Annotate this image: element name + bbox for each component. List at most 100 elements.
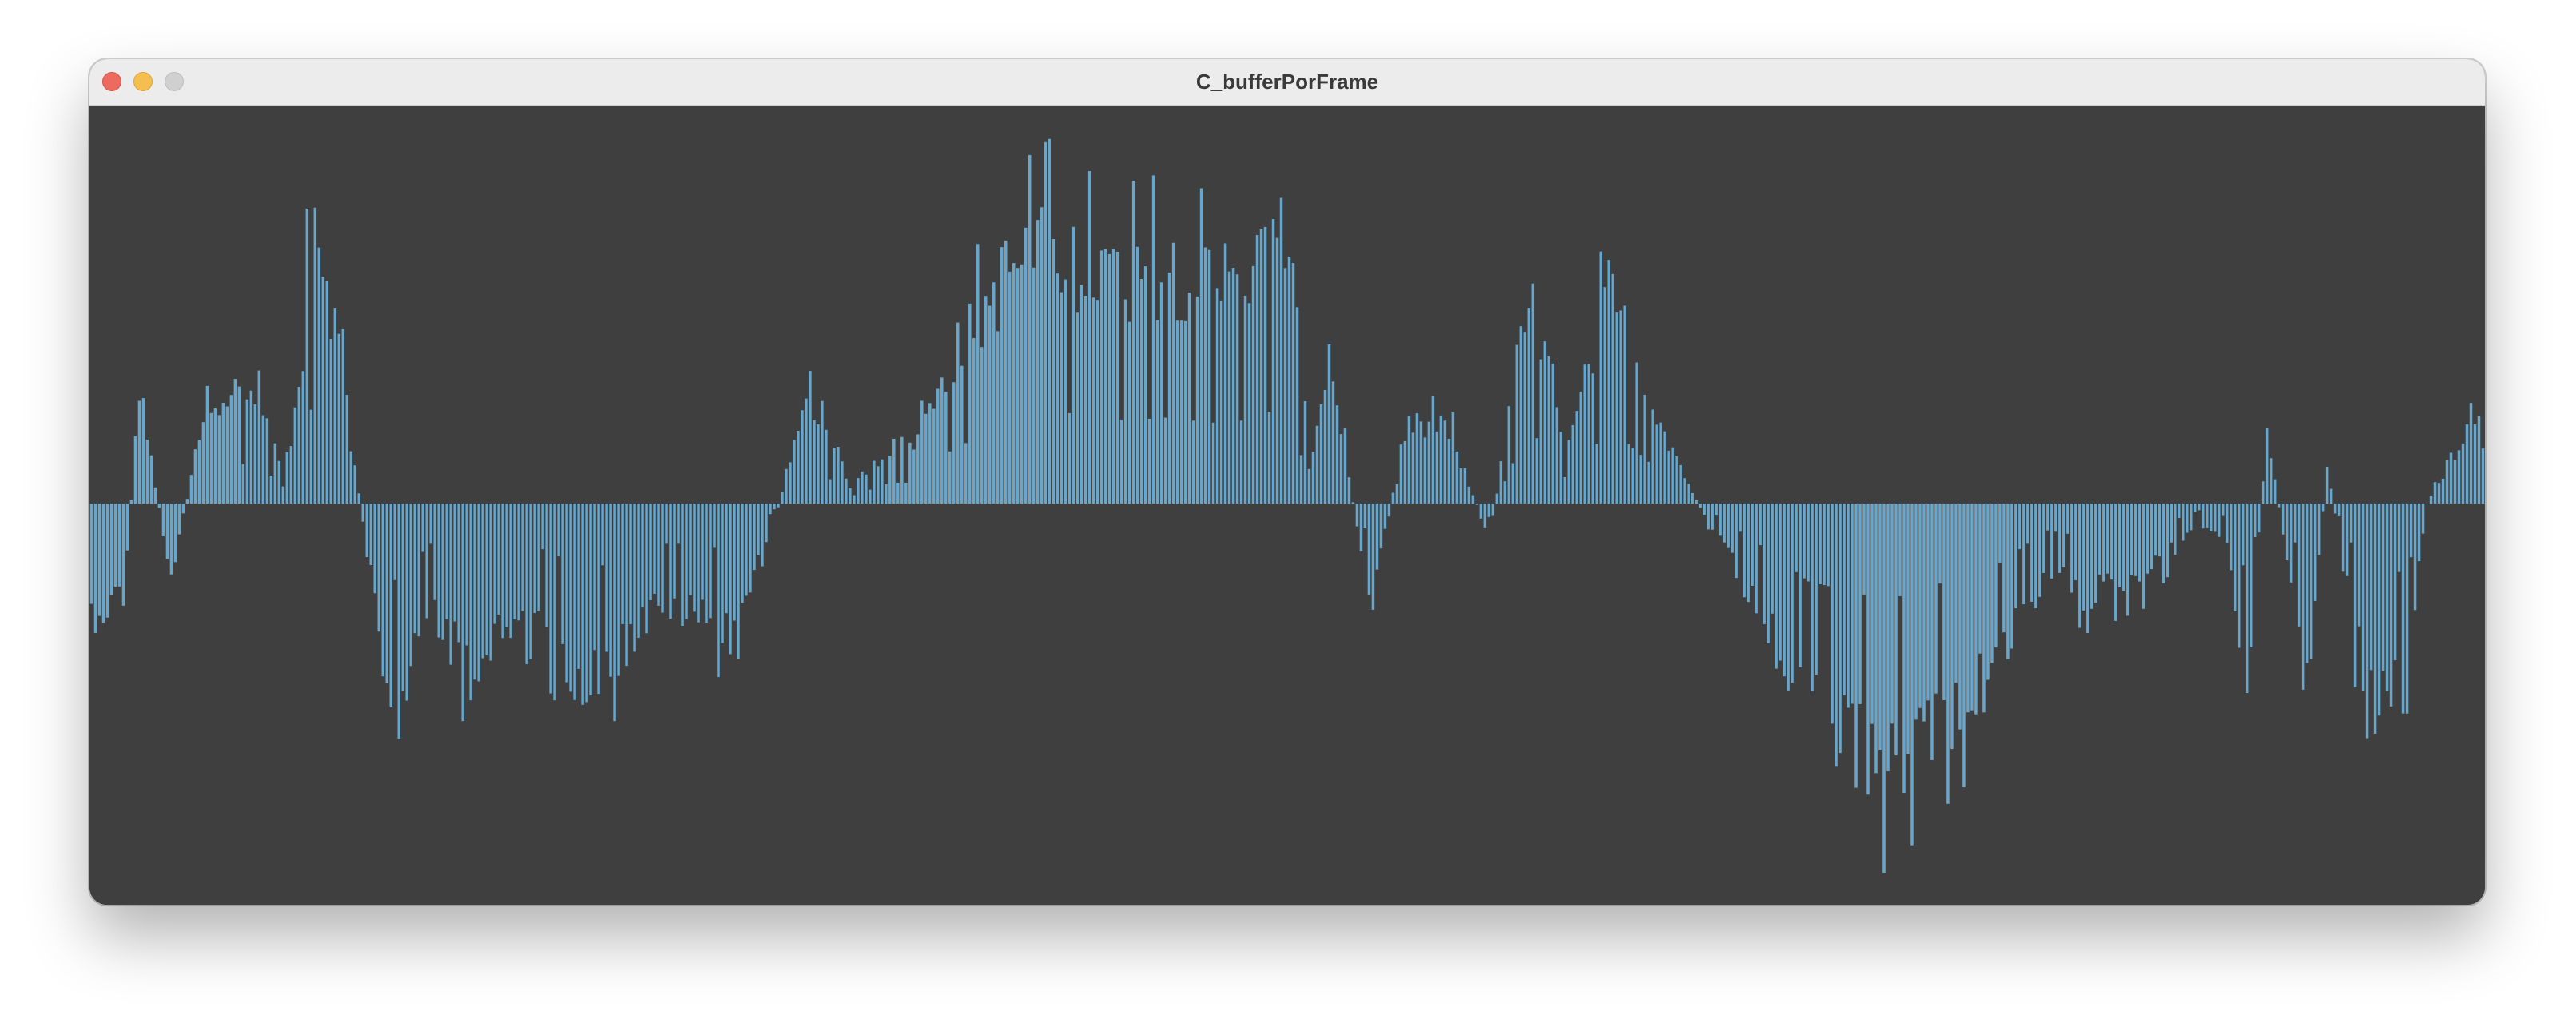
waveform-bar <box>1934 504 1938 694</box>
waveform-bar <box>1315 425 1319 504</box>
waveform-bar <box>2106 504 2109 574</box>
waveform-bar <box>469 504 472 701</box>
waveform-bar <box>1199 188 1203 504</box>
waveform-bar <box>1455 451 1459 504</box>
waveform-bar <box>2233 504 2237 611</box>
waveform-bar <box>2481 448 2485 504</box>
waveform-bar <box>113 504 117 587</box>
waveform-bar <box>2405 504 2409 714</box>
waveform-bar <box>904 482 908 504</box>
waveform-bar <box>1619 310 1622 504</box>
waveform-bar <box>641 504 644 608</box>
zoom-button[interactable] <box>165 72 184 91</box>
waveform-bar <box>713 504 716 548</box>
waveform-bar <box>1391 492 1395 504</box>
waveform-bar <box>1087 171 1091 504</box>
waveform-bar <box>1699 504 1702 508</box>
waveform-bar <box>541 504 544 550</box>
waveform-bar <box>1343 428 1347 504</box>
waveform-bar <box>1835 504 1838 767</box>
waveform-bar <box>1759 504 1762 546</box>
waveform-bar <box>445 504 448 619</box>
waveform-bar <box>717 504 720 678</box>
waveform-bar <box>385 504 388 683</box>
waveform-bar <box>2138 504 2141 582</box>
waveform-bar <box>1004 240 1008 504</box>
waveform-bar <box>1251 265 1255 504</box>
waveform-bar <box>105 504 109 618</box>
waveform-bar <box>1275 237 1279 504</box>
waveform-bar <box>2086 504 2089 633</box>
waveform-bar <box>1463 468 1467 504</box>
waveform-bar <box>1028 154 1032 504</box>
waveform-bar <box>1751 504 1754 586</box>
waveform-bar <box>2369 504 2373 671</box>
title-bar[interactable]: C_bufferPorFrame <box>89 59 2485 106</box>
waveform-bar <box>2357 504 2361 627</box>
waveform-bar <box>1946 504 1950 804</box>
waveform-bar <box>2289 504 2293 583</box>
waveform-bar <box>1922 504 1926 722</box>
waveform-bar <box>705 504 708 623</box>
waveform-bar <box>377 504 381 632</box>
waveform-bar <box>1990 504 1994 663</box>
waveform-bar <box>1803 504 1806 579</box>
waveform-bar <box>2457 450 2461 504</box>
waveform-bar <box>1823 504 1826 586</box>
waveform-bar <box>2130 504 2133 576</box>
waveform-bar <box>237 386 241 504</box>
waveform-bar <box>1167 273 1171 504</box>
waveform-bar <box>1291 263 1295 504</box>
waveform-bar <box>201 422 205 504</box>
waveform-bar <box>549 504 552 694</box>
waveform-bar <box>1663 431 1666 504</box>
waveform-bar <box>2309 504 2313 659</box>
waveform-bar <box>908 442 912 504</box>
waveform-bar <box>1854 504 1858 788</box>
minimize-button[interactable] <box>133 72 153 91</box>
waveform-bar <box>1515 344 1519 504</box>
waveform-bar <box>1563 476 1567 504</box>
waveform-bar <box>1127 321 1131 504</box>
waveform-bar <box>2062 504 2065 567</box>
waveform-bar <box>2277 504 2281 508</box>
waveform-bar <box>2389 504 2393 707</box>
waveform-bar <box>753 504 756 571</box>
waveform-bar <box>841 461 844 504</box>
waveform-bar <box>1319 404 1323 504</box>
waveform-bar <box>1095 300 1099 504</box>
waveform-bar <box>1906 504 1910 754</box>
waveform-bar <box>165 504 169 559</box>
waveform-bar <box>1543 341 1547 504</box>
waveform-bar <box>665 504 668 544</box>
waveform-bar <box>2122 504 2125 591</box>
waveform-bar <box>1902 504 1906 794</box>
waveform-bar <box>1279 197 1283 504</box>
waveform-bar <box>1930 504 1934 760</box>
waveform-bar <box>1339 434 1343 504</box>
waveform-bar <box>109 504 113 595</box>
waveform-bar <box>2345 504 2349 576</box>
waveform-bar <box>581 504 584 705</box>
waveform-bar <box>685 504 688 619</box>
waveform-bar <box>2186 504 2189 533</box>
waveform-bar <box>865 474 868 504</box>
waveform-bar <box>277 460 281 504</box>
waveform-bar <box>972 338 976 504</box>
close-button[interactable] <box>102 72 121 91</box>
waveform-bar <box>1223 243 1227 504</box>
waveform-bar <box>177 504 181 535</box>
waveform-bar <box>2050 504 2053 579</box>
waveform-bar <box>681 504 684 626</box>
waveform-bar <box>1691 492 1694 504</box>
waveform-bar <box>1271 219 1275 504</box>
waveform-bar <box>1459 468 1463 504</box>
waveform-bar <box>2333 504 2337 514</box>
waveform-bar <box>2393 504 2397 661</box>
waveform-bar <box>413 504 416 634</box>
waveform-bar <box>1059 292 1063 504</box>
waveform-bar <box>661 504 664 613</box>
waveform-bar <box>1683 478 1686 504</box>
waveform-bar <box>2469 403 2473 504</box>
waveform-bar <box>2166 504 2169 578</box>
